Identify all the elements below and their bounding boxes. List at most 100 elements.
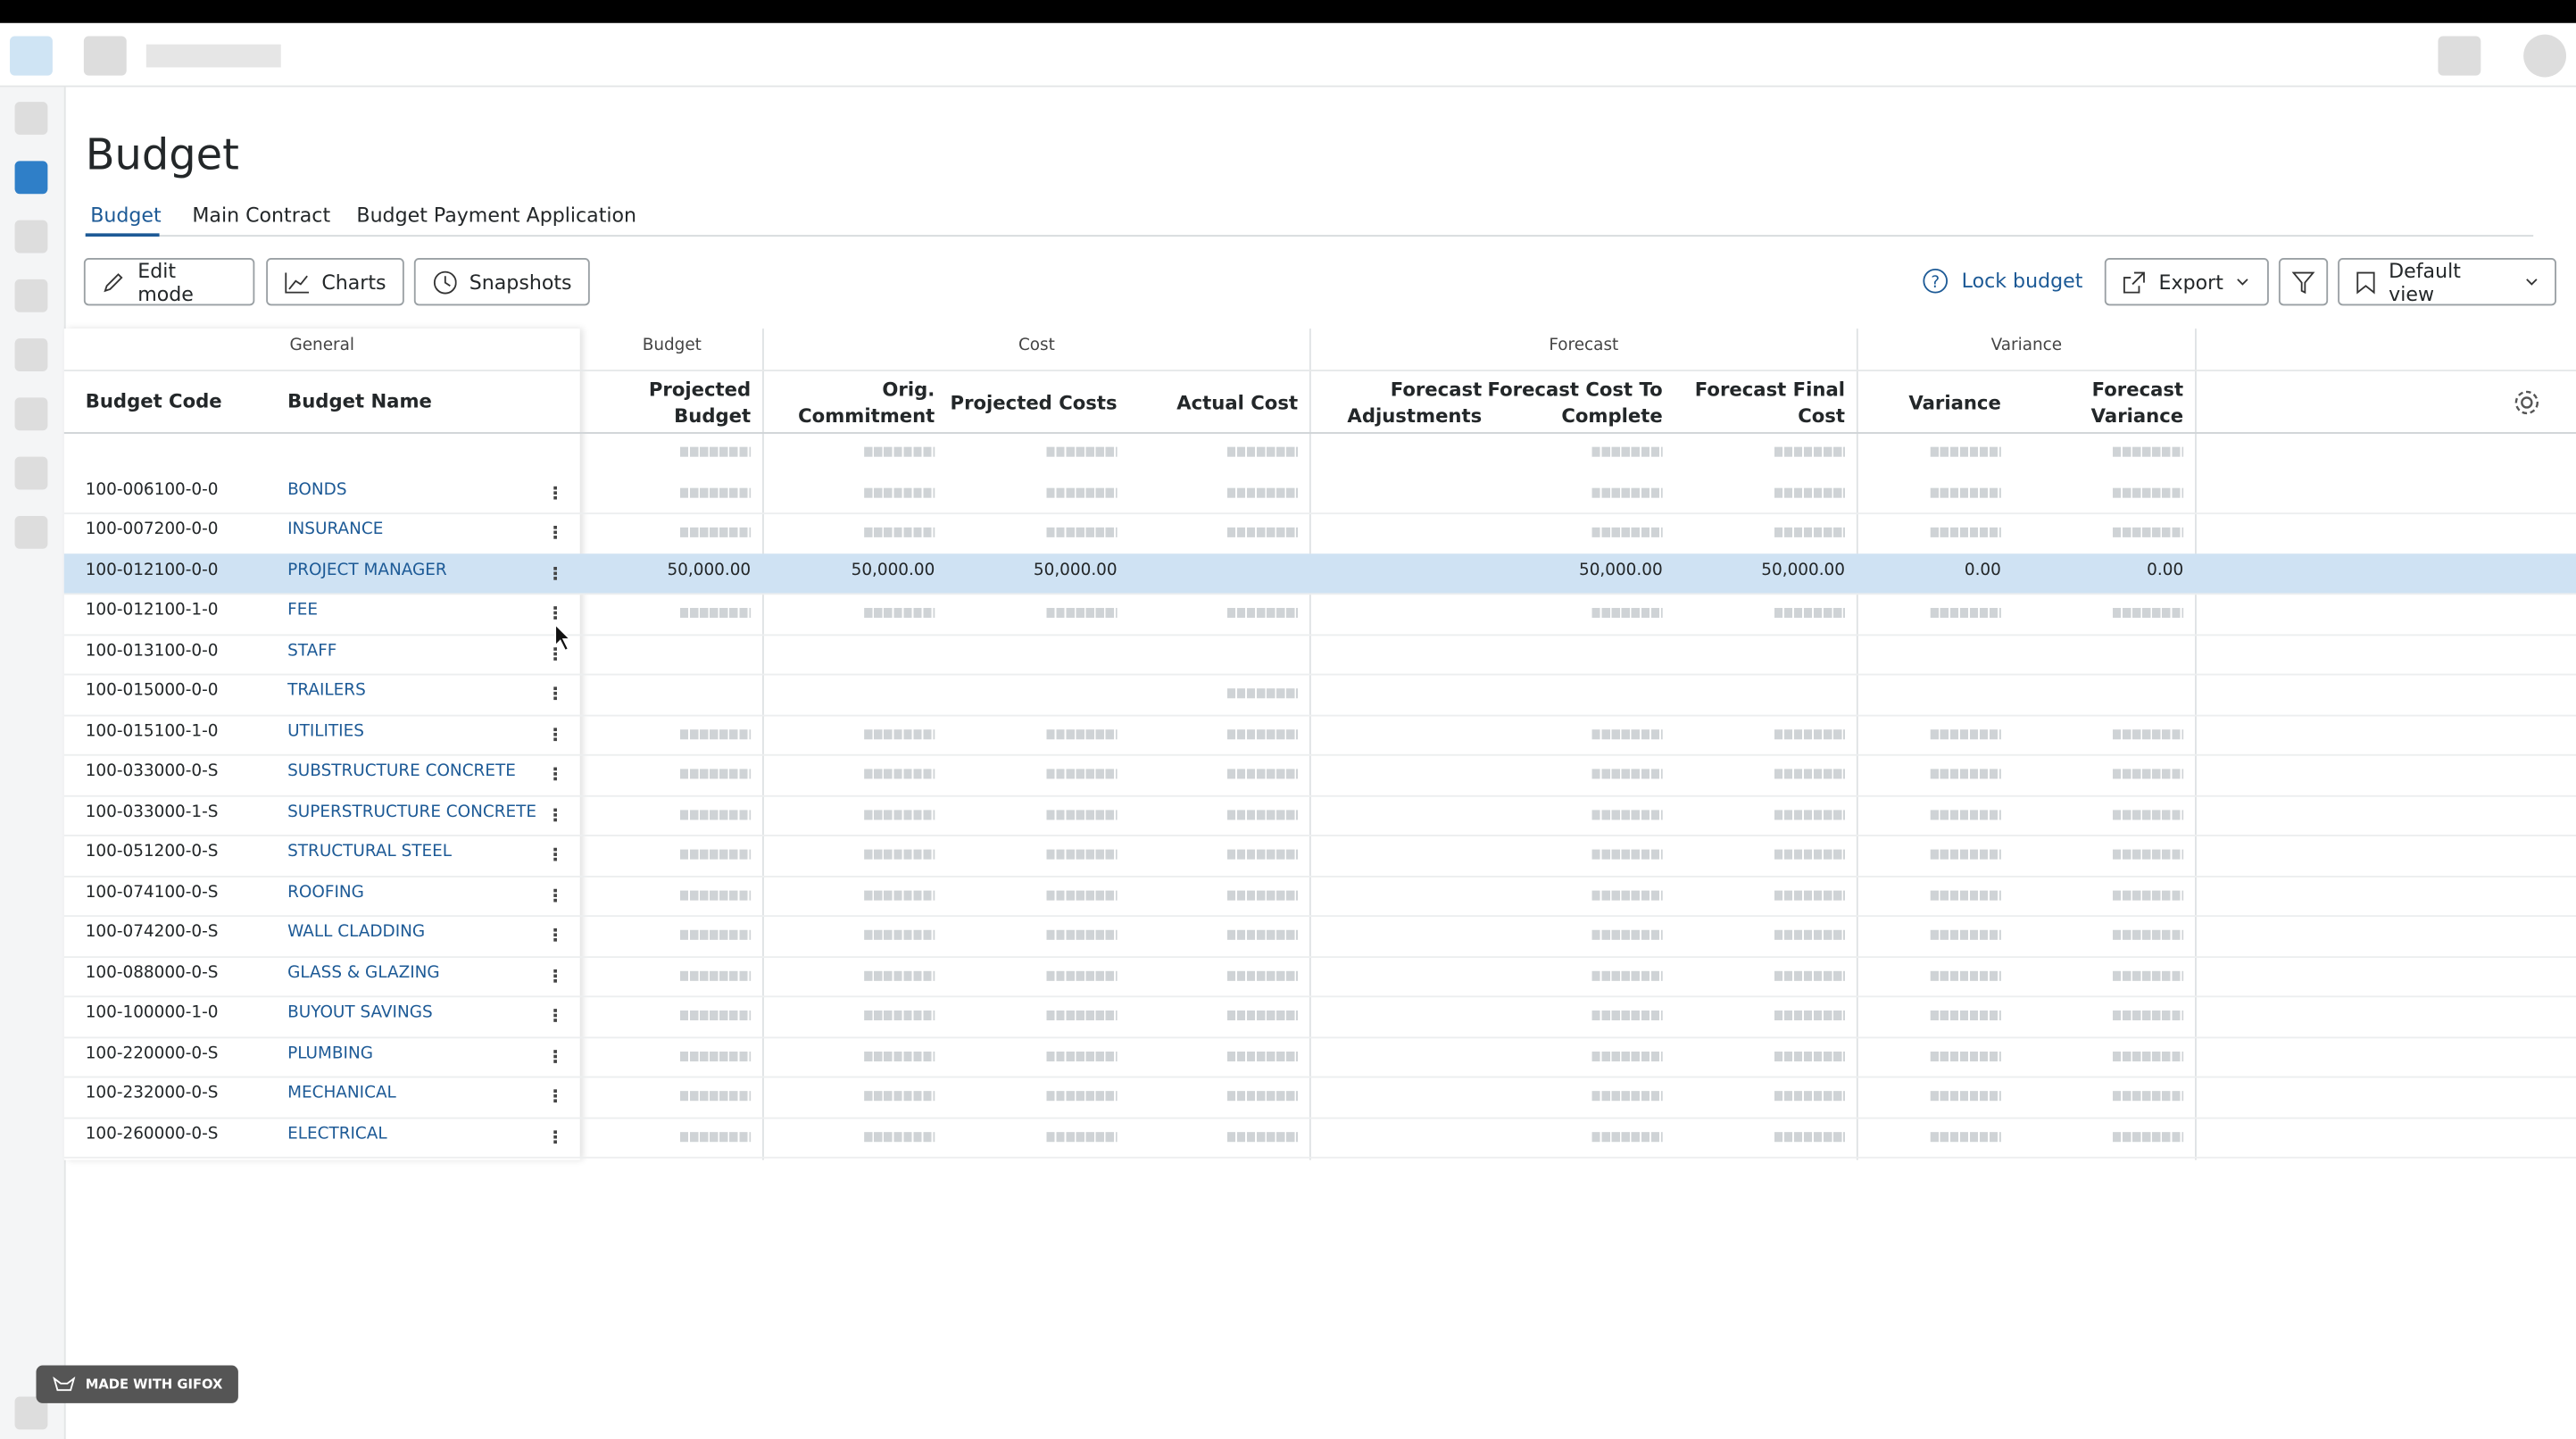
placeholder — [2113, 769, 2184, 779]
placeholder — [2113, 487, 2184, 498]
row-menu[interactable] — [553, 812, 557, 817]
row-menu[interactable] — [553, 1135, 557, 1139]
budget-name[interactable]: GLASS & GLAZING — [287, 963, 440, 983]
placeholder — [1591, 769, 1663, 779]
placeholder — [1046, 728, 1118, 739]
budget-name[interactable]: FEE — [287, 602, 318, 620]
budget-name[interactable]: BONDS — [287, 480, 347, 500]
budget-name[interactable]: STRUCTURAL STEEL — [287, 843, 453, 861]
placeholder — [1930, 809, 2001, 819]
row-menu[interactable] — [553, 974, 557, 977]
row-menu[interactable] — [553, 732, 557, 736]
budget-name[interactable]: ELECTRICAL — [287, 1125, 387, 1144]
budget-name[interactable]: MECHANICAL — [287, 1085, 396, 1103]
placeholder — [1226, 447, 1299, 458]
budget-code: 100-232000-0-S — [85, 1085, 219, 1103]
tab[interactable]: Main Contract — [192, 204, 331, 228]
placeholder — [1930, 608, 2001, 619]
budget-name[interactable]: INSURANCE — [287, 520, 384, 540]
value-cell: 50,000.00 — [1033, 561, 1118, 580]
placeholder — [1591, 970, 1663, 981]
placeholder — [864, 447, 935, 458]
cursor — [554, 622, 572, 653]
lock-budget-link[interactable]: ? Lock budget — [1923, 268, 2082, 294]
placeholder — [864, 608, 935, 619]
placeholder — [1226, 930, 1299, 941]
view-button[interactable]: Default view — [2338, 257, 2556, 306]
placeholder — [1930, 728, 2001, 739]
placeholder — [1046, 487, 1118, 498]
budget-name[interactable]: TRAILERS — [287, 682, 366, 701]
placeholder — [864, 850, 935, 861]
placeholder — [1226, 728, 1299, 739]
settings-icon[interactable] — [2512, 387, 2541, 417]
budget-code: 100-033000-1-S — [85, 803, 219, 821]
export-button[interactable]: Export — [2104, 257, 2269, 306]
placeholder — [1591, 528, 1663, 538]
row-menu[interactable] — [553, 1094, 557, 1098]
placeholder — [1046, 1011, 1118, 1021]
row-menu[interactable] — [553, 530, 557, 535]
snapshots-button[interactable]: Snapshots — [413, 257, 590, 306]
row-menu[interactable] — [553, 611, 557, 615]
placeholder — [864, 1131, 935, 1142]
tab[interactable]: Budget Payment Application — [356, 204, 637, 228]
group-header: General — [289, 337, 355, 355]
placeholder — [1774, 1051, 1845, 1061]
row-menu[interactable] — [553, 692, 557, 696]
placeholder — [1774, 1091, 1845, 1102]
label: Edit mode — [137, 258, 194, 305]
placeholder — [2113, 608, 2184, 619]
tab[interactable]: Budget — [90, 204, 162, 228]
group-rule — [63, 370, 2576, 371]
row-menu[interactable] — [553, 772, 557, 777]
placeholder — [1930, 447, 2001, 458]
budget-name[interactable]: PLUMBING — [287, 1044, 373, 1063]
budget-name[interactable]: WALL CLADDING — [287, 923, 426, 943]
svg-text:?: ? — [1931, 273, 1940, 292]
row-menu[interactable] — [553, 490, 557, 495]
row-menu[interactable] — [553, 652, 557, 655]
budget-code: 100-051200-0-S — [85, 843, 219, 861]
placeholder — [1774, 528, 1845, 538]
header-rule — [63, 432, 2576, 434]
placeholder — [1591, 1011, 1663, 1021]
page-title: Budget — [85, 131, 239, 181]
charts-button[interactable]: Charts — [266, 257, 404, 306]
group-divider — [1856, 329, 1858, 1160]
placeholder — [1226, 850, 1299, 861]
placeholder — [1226, 487, 1299, 498]
header-cell: Actual Cost — [1176, 391, 1299, 414]
placeholder — [680, 930, 752, 941]
placeholder — [1591, 809, 1663, 819]
header-cell: Variance — [1908, 391, 2001, 414]
placeholder — [1774, 970, 1845, 981]
budget-code: 100-220000-0-S — [85, 1044, 219, 1063]
budget-name[interactable]: SUBSTRUCTURE CONCRETE — [287, 762, 516, 781]
row-menu[interactable] — [553, 893, 557, 897]
value-cell: 50,000.00 — [1578, 561, 1663, 580]
budget-name[interactable]: PROJECT MANAGER — [287, 561, 447, 580]
row-menu[interactable] — [553, 853, 557, 857]
budget-code: 100-074200-0-S — [85, 923, 219, 943]
budget-name[interactable]: UTILITIES — [287, 722, 364, 741]
budget-name[interactable]: STAFF — [287, 642, 337, 661]
row-rule — [63, 955, 2576, 958]
row-menu[interactable] — [553, 1054, 557, 1058]
value-cell: 50,000.00 — [1761, 561, 1845, 580]
group-header: Variance — [1990, 337, 2063, 355]
row-menu[interactable] — [553, 1014, 557, 1018]
placeholder — [2113, 1131, 2184, 1142]
budget-name[interactable]: ROOFING — [287, 883, 364, 902]
group-header: Cost — [1018, 337, 1055, 355]
placeholder — [1591, 487, 1663, 498]
edit-mode-button[interactable]: Edit mode — [83, 257, 255, 306]
budget-name[interactable]: SUPERSTRUCTURE CONCRETE — [287, 803, 537, 821]
row-menu[interactable] — [553, 571, 557, 575]
row-rule — [63, 512, 2576, 515]
row-rule — [63, 995, 2576, 998]
filter-button[interactable] — [2278, 257, 2329, 306]
budget-code: 100-015000-0-0 — [85, 682, 219, 701]
row-menu[interactable] — [553, 933, 557, 937]
budget-name[interactable]: BUYOUT SAVINGS — [287, 1004, 433, 1023]
